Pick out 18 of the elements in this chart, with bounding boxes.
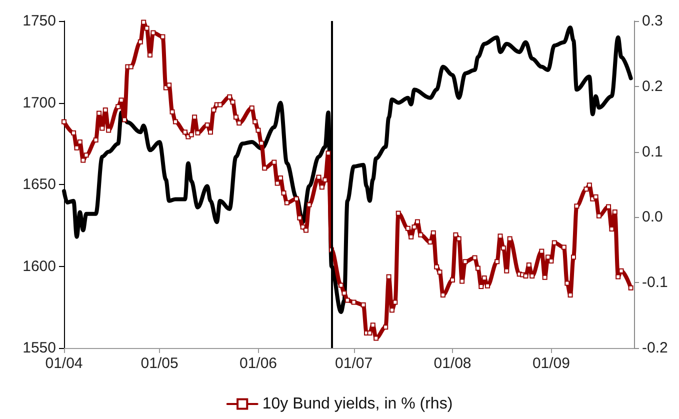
y-tick-label: 1750: [22, 12, 56, 30]
x-tick-label: 01/06: [239, 355, 278, 372]
y-tick-label: 1550: [22, 340, 56, 356]
x-tick-label: 01/05: [140, 355, 178, 372]
y2-tick-label: 0.1: [642, 143, 663, 160]
legend-label: 10y Bund yields, in % (rhs): [262, 396, 453, 412]
y2-tick-label: 0.2: [642, 78, 663, 95]
y-tick-label: 1600: [22, 258, 56, 275]
x-tick-label: 01/08: [434, 355, 472, 372]
y-tick-label: 1700: [22, 94, 56, 112]
y2-tick-label: -0.2: [642, 340, 668, 356]
x-tick-label: 01/09: [532, 355, 570, 372]
y-tick-label: 1650: [22, 176, 56, 193]
x-tick-label: 01/07: [335, 355, 373, 372]
x-tick-label: 01/04: [45, 355, 83, 372]
y2-tick-label: -0.1: [642, 274, 668, 292]
y2-tick-label: 0.3: [642, 12, 663, 30]
y2-tick-label: 0.0: [642, 208, 663, 226]
